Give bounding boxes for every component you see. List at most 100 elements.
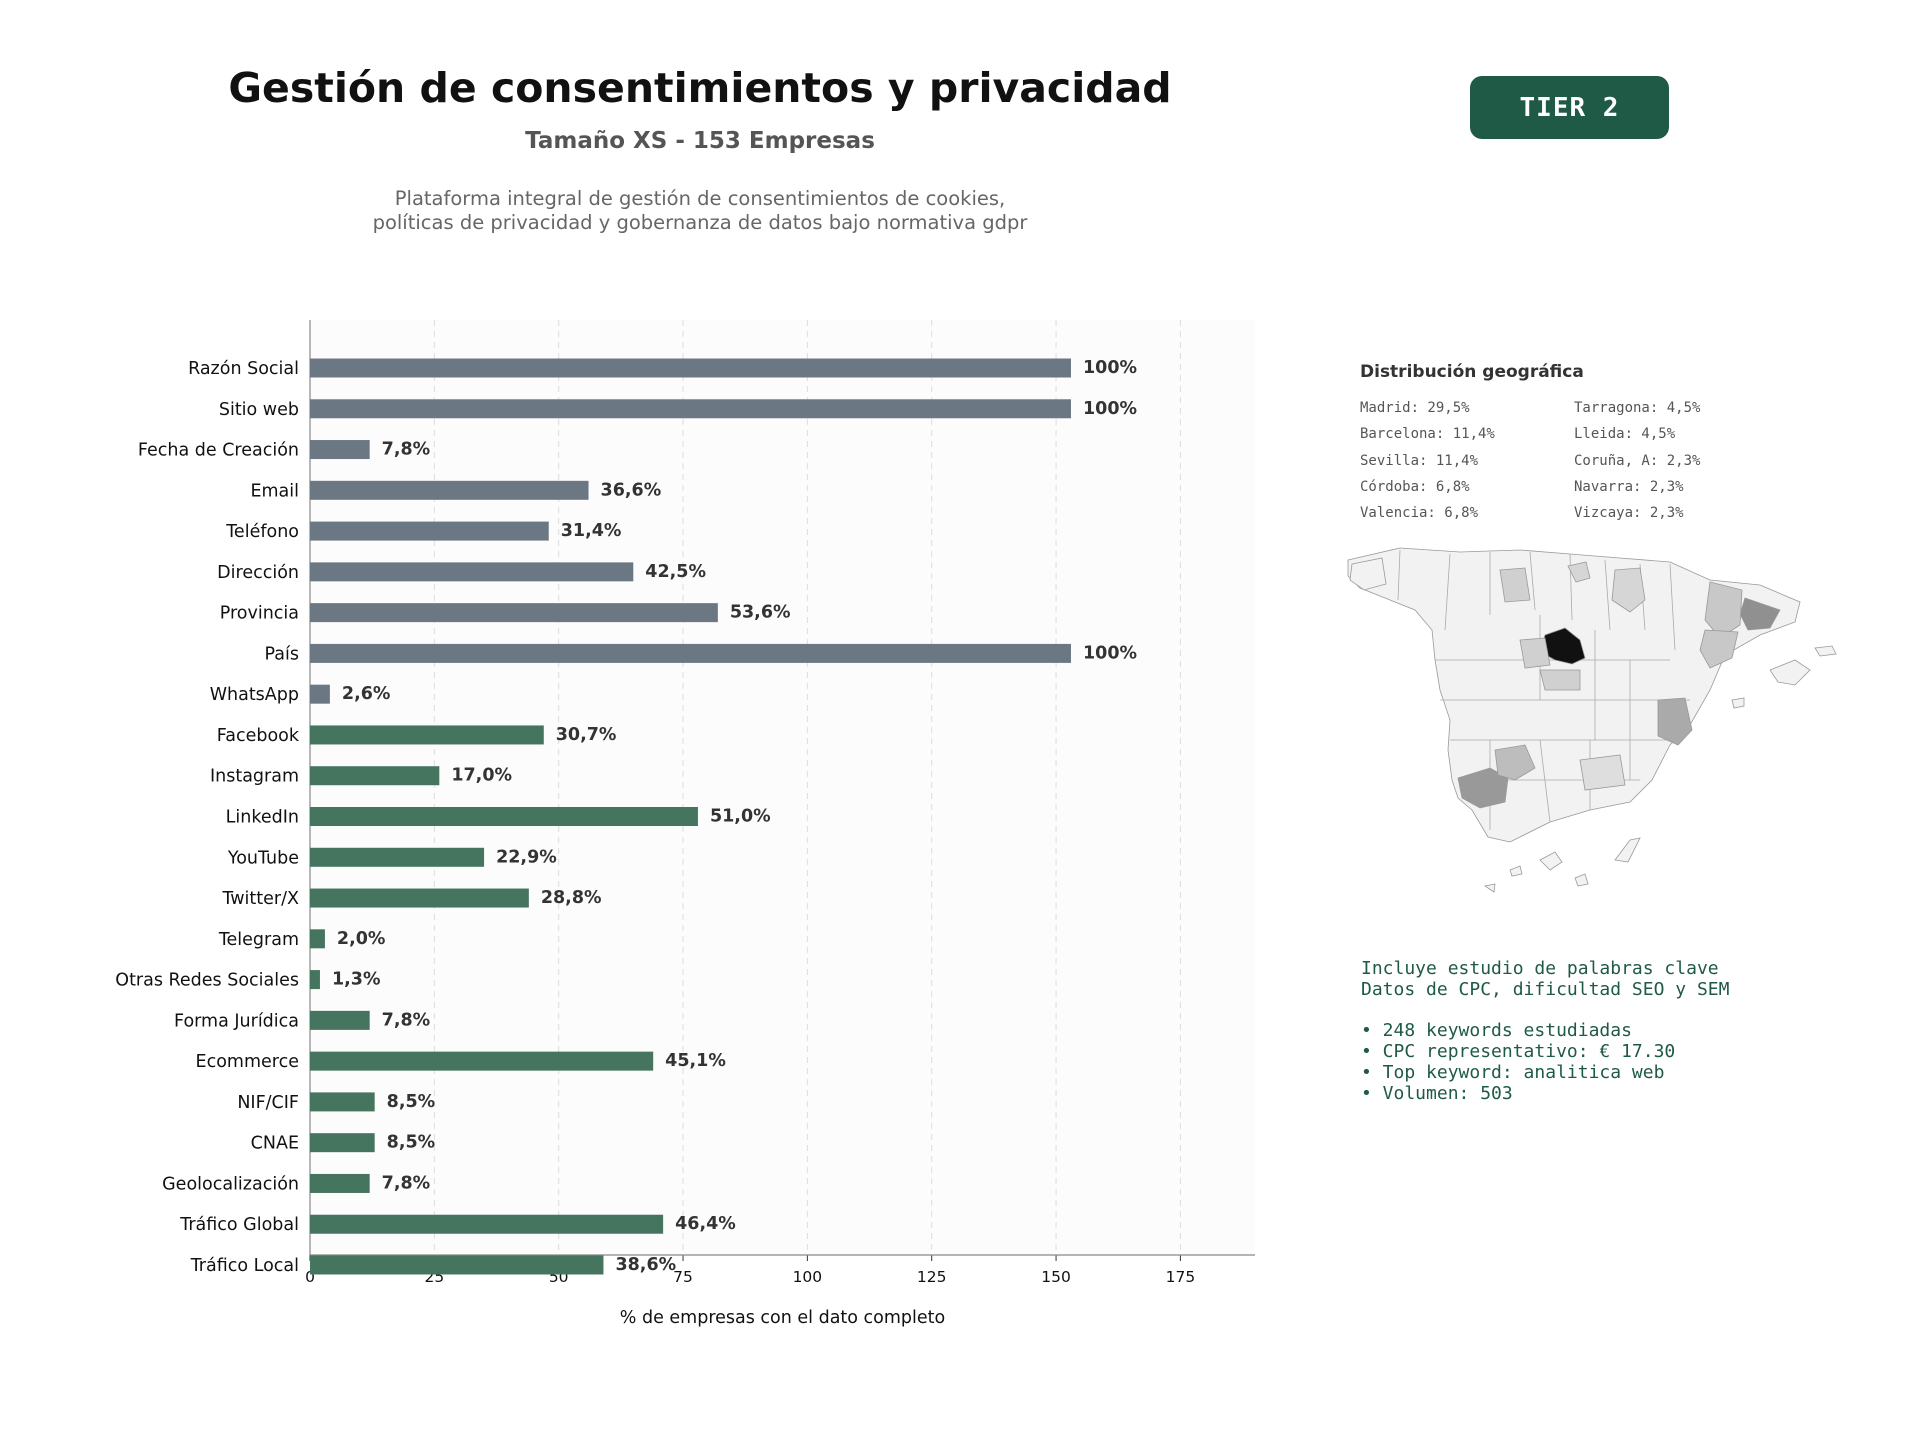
keywords-bullet: • CPC representativo: € 17.30: [1361, 1041, 1676, 1062]
category-label: Sitio web: [219, 400, 299, 420]
geo-entry: Barcelona: 11,4%: [1360, 426, 1495, 443]
category-label: Otras Redes Sociales: [115, 971, 299, 991]
geo-entry: Córdoba: 6,8%: [1360, 478, 1470, 495]
x-tick-label: 75: [673, 1268, 693, 1286]
category-label: Geolocalización: [162, 1174, 299, 1194]
geo-title: Distribución geográfica: [1360, 362, 1584, 382]
bar: [310, 725, 544, 745]
keywords-bullet: • Top keyword: analitica web: [1361, 1062, 1665, 1083]
data-label: 2,6%: [342, 684, 391, 704]
category-label: Dirección: [217, 563, 299, 583]
category-label: Ecommerce: [196, 1052, 299, 1072]
data-label: 53,6%: [730, 603, 791, 623]
x-tick-label: 0: [305, 1268, 315, 1286]
category-label: Provincia: [220, 604, 299, 624]
geo-entry: Madrid: 29,5%: [1360, 400, 1470, 416]
category-label: LinkedIn: [226, 808, 299, 828]
bar: [310, 970, 320, 990]
map-valencia: [1657, 697, 1693, 746]
page-subtitle: Tamaño XS - 153 Empresas: [525, 128, 875, 154]
bar: [310, 1173, 370, 1193]
map-tarragona: [1699, 629, 1739, 669]
geo-entry: Coruña, A: 2,3%: [1574, 452, 1701, 469]
bar: [310, 1051, 654, 1071]
data-label: 7,8%: [382, 1173, 431, 1193]
category-label: Tráfico Local: [190, 1256, 299, 1276]
data-label: 30,7%: [556, 725, 617, 745]
keywords-bullet: • Volumen: 503: [1361, 1083, 1513, 1104]
page-title: Gestión de consentimientos y privacidad: [228, 64, 1172, 112]
map-canarias: [1539, 851, 1563, 871]
data-label: 36,6%: [601, 480, 662, 500]
bar: [310, 807, 698, 826]
x-tick-label: 100: [793, 1268, 823, 1286]
bar: [310, 766, 440, 786]
category-label: Forma Jurídica: [174, 1011, 299, 1031]
x-tick-label: 150: [1041, 1268, 1071, 1286]
category-label: Telegram: [218, 930, 299, 950]
bar: [310, 1092, 375, 1112]
bar: [310, 1010, 370, 1030]
bar: [310, 399, 1071, 419]
map-coruna: [1349, 557, 1387, 591]
category-label: YouTube: [227, 848, 299, 868]
data-label: 46,4%: [675, 1214, 736, 1234]
bar: [310, 562, 634, 582]
category-label: CNAE: [251, 1134, 299, 1154]
data-label: 22,9%: [496, 847, 557, 867]
bar: [310, 1133, 375, 1153]
bar: [310, 643, 1071, 663]
data-label: 45,1%: [665, 1051, 726, 1071]
data-label: 17,0%: [451, 766, 512, 786]
data-label: 7,8%: [382, 1010, 431, 1030]
data-label: 100%: [1083, 643, 1137, 663]
data-label: 7,8%: [382, 440, 431, 460]
category-label: WhatsApp: [210, 685, 299, 705]
map-sevilla: [1457, 767, 1509, 809]
keywords-bullet: • 248 keywords estudiadas: [1361, 1020, 1632, 1041]
x-tick-label: 175: [1166, 1268, 1196, 1286]
tier-badge: TIER 2: [1470, 76, 1669, 139]
bar: [310, 929, 325, 949]
category-label: Instagram: [210, 767, 299, 787]
bar: [310, 1255, 604, 1275]
data-label: 38,6%: [615, 1255, 676, 1275]
bar: [310, 480, 589, 500]
data-label: 31,4%: [561, 521, 622, 541]
data-label: 42,5%: [645, 562, 706, 582]
spain-map: [1347, 547, 1837, 893]
geo-entry: Vizcaya: 2,3%: [1574, 505, 1684, 522]
bar: [310, 888, 529, 908]
bar: [310, 603, 718, 623]
bar: [310, 440, 370, 460]
data-label: 100%: [1083, 399, 1137, 419]
keywords-block: Incluye estudio de palabras clave Datos …: [1361, 958, 1861, 1104]
data-label: 100%: [1083, 358, 1137, 378]
data-label: 8,5%: [387, 1133, 436, 1153]
data-label: 28,8%: [541, 888, 602, 908]
data-label: 8,5%: [387, 1092, 436, 1112]
x-axis-label: % de empresas con el dato completo: [620, 1308, 945, 1328]
bar: [310, 847, 485, 867]
description-line: Plataforma integral de gestión de consen…: [394, 187, 1006, 210]
bar: [310, 521, 549, 541]
bar: [310, 1214, 664, 1234]
keywords-line: Incluye estudio de palabras clave: [1361, 958, 1719, 979]
category-label: Facebook: [217, 726, 300, 746]
category-label: Email: [250, 481, 299, 501]
map-mainland: [1347, 547, 1801, 843]
category-label: Razón Social: [188, 359, 299, 379]
data-label: 2,0%: [337, 929, 386, 949]
description: Plataforma integral de gestión de consen…: [300, 187, 1100, 235]
plot-area: [310, 320, 1255, 1255]
category-label: Teléfono: [225, 522, 299, 542]
geo-entry: Valencia: 6,8%: [1360, 505, 1479, 522]
data-label: 51,0%: [710, 807, 771, 827]
category-label: Fecha de Creación: [138, 441, 299, 461]
map-navarra: [1611, 567, 1646, 613]
map-vizcaya: [1567, 561, 1591, 583]
map-cordoba: [1494, 744, 1536, 781]
geo-entry: Lleida: 4,5%: [1574, 426, 1676, 443]
category-label: Twitter/X: [221, 889, 299, 909]
